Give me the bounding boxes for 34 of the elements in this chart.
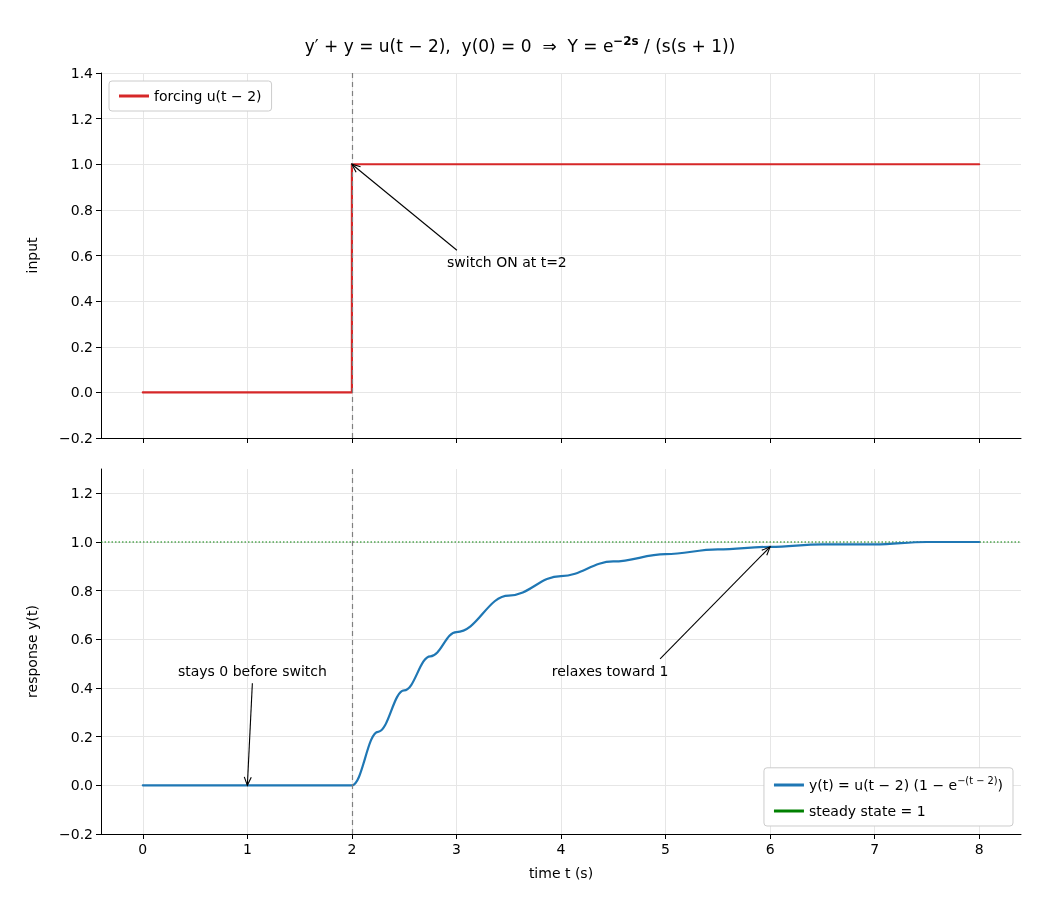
x-tick-label: 8: [974, 841, 984, 857]
y-tick-label: 0.2: [70, 338, 93, 355]
y-tick-label: 0.0: [70, 384, 93, 401]
y-tick-label: 0.6: [70, 631, 94, 648]
x-axis-title: time t (s): [528, 865, 594, 881]
x-tick-label: 0: [138, 841, 148, 857]
x-tick-label: 5: [661, 841, 671, 857]
y-tick-label: 0.8: [70, 201, 93, 218]
y-tick-label: 0.0: [70, 777, 93, 794]
y-axis-title: input: [24, 236, 40, 274]
y-tick-label: 0.4: [70, 680, 94, 696]
annotation: switch ON at t=2: [447, 254, 567, 271]
x-tick-label: 4: [556, 841, 566, 857]
annotation: stays 0 before switch: [177, 663, 327, 680]
y-tick-label: 1.0: [70, 534, 93, 550]
y-tick-label: 1.0: [70, 156, 93, 173]
y-tick-label: −0.2: [59, 826, 93, 842]
y-tick-label: 1.2: [70, 110, 93, 127]
legend-label: forcing u(t − 2): [154, 88, 262, 104]
y-tick-label: 1.2: [70, 485, 93, 502]
y-tick-label: 0.6: [70, 247, 94, 264]
x-tick-label: 7: [870, 841, 880, 857]
x-tick-label: 3: [451, 841, 461, 857]
x-tick-label: 2: [347, 841, 357, 857]
y-axis-title: response y(t): [24, 605, 40, 698]
y-tick-label: −0.2: [59, 430, 93, 446]
x-tick-label: 6: [765, 841, 775, 857]
y-tick-label: 0.2: [70, 728, 93, 745]
annotation: relaxes toward 1: [551, 662, 669, 679]
legend-label: steady state = 1: [808, 803, 926, 819]
y-tick-label: 0.4: [70, 293, 94, 310]
y-tick-label: 1.4: [70, 65, 94, 81]
x-tick-label: 1: [242, 841, 252, 857]
y-tick-label: 0.8: [70, 582, 93, 599]
